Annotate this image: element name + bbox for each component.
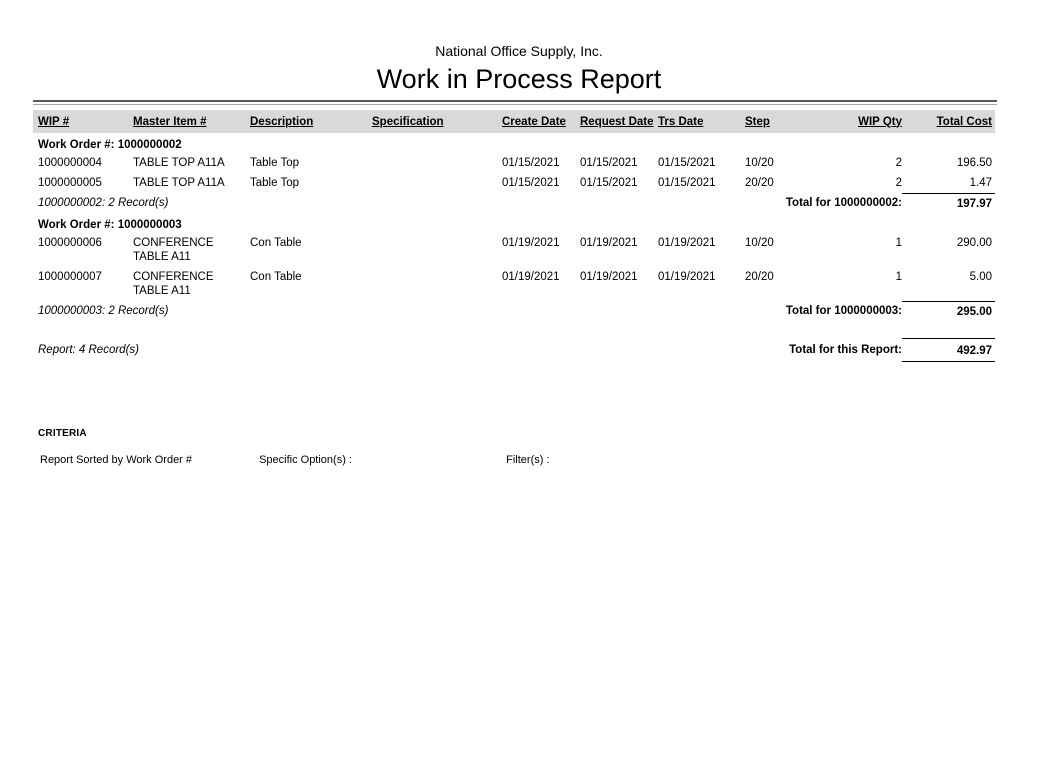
cell-trs-date: 01/19/2021 bbox=[658, 271, 716, 283]
group-total-value: 295.00 bbox=[902, 301, 995, 321]
group-footer: 1000000003: 2 Record(s) Total for 100000… bbox=[33, 301, 995, 321]
cell-description: Table Top bbox=[250, 157, 300, 169]
cell-step: 10/20 bbox=[745, 157, 774, 169]
cell-specification bbox=[367, 153, 498, 173]
report-title: Work in Process Report bbox=[376, 64, 662, 94]
group-total-label: Total for 1000000003: bbox=[785, 305, 902, 317]
col-header-wip: WIP # bbox=[38, 115, 70, 128]
table-row: 1000000006 CONFERENCE TABLE A11 Con Tabl… bbox=[33, 233, 995, 267]
table-header-row: WIP # Master Item # Description Specific… bbox=[33, 110, 995, 133]
cell-wip: 1000000006 bbox=[38, 237, 102, 249]
cell-request-date: 01/15/2021 bbox=[580, 157, 638, 169]
cell-create-date: 01/15/2021 bbox=[502, 157, 560, 169]
cell-trs-date: 01/19/2021 bbox=[658, 237, 716, 249]
cell-wip: 1000000007 bbox=[38, 271, 102, 283]
cell-master-item: CONFERENCE TABLE A11 bbox=[133, 271, 214, 297]
work-order-number: 1000000002 bbox=[117, 139, 182, 151]
cell-wip-qty: 2 bbox=[895, 157, 902, 169]
table-row: 1000000007 CONFERENCE TABLE A11 Con Tabl… bbox=[33, 267, 995, 301]
cell-specification bbox=[367, 267, 498, 301]
col-header-trs-date: Trs Date bbox=[658, 115, 704, 128]
cell-wip-qty: 1 bbox=[895, 271, 902, 283]
group-total-value: 197.97 bbox=[902, 193, 995, 213]
cell-request-date: 01/15/2021 bbox=[580, 177, 638, 189]
header-rule-thin bbox=[33, 102, 997, 105]
cell-step: 10/20 bbox=[745, 237, 774, 249]
cell-master-item: TABLE TOP A11A bbox=[133, 177, 225, 189]
group-total-label: Total for 1000000002: bbox=[785, 197, 902, 209]
cell-master-item: TABLE TOP A11A bbox=[133, 157, 225, 169]
report-record-count: Report: 4 Record(s) bbox=[38, 344, 139, 356]
wip-table: WIP # Master Item # Description Specific… bbox=[33, 110, 995, 362]
cell-total-cost: 196.50 bbox=[956, 157, 992, 169]
criteria-specific-options: Specific Option(s) : bbox=[259, 454, 352, 466]
cell-specification bbox=[367, 233, 498, 267]
cell-specification bbox=[367, 173, 498, 193]
cell-request-date: 01/19/2021 bbox=[580, 271, 638, 283]
criteria-filters: Filter(s) : bbox=[506, 454, 550, 466]
work-order-label: Work Order #: bbox=[38, 219, 115, 231]
table-row: 1000000004 TABLE TOP A11A Table Top 01/1… bbox=[33, 153, 995, 173]
cell-trs-date: 01/15/2021 bbox=[658, 157, 716, 169]
report-total-value: 492.97 bbox=[902, 338, 995, 362]
work-order-label: Work Order #: bbox=[38, 139, 115, 151]
cell-wip-qty: 1 bbox=[895, 237, 902, 249]
table-row: 1000000005 TABLE TOP A11A Table Top 01/1… bbox=[33, 173, 995, 193]
group-record-count: 1000000003: 2 Record(s) bbox=[38, 305, 169, 317]
cell-total-cost: 290.00 bbox=[956, 237, 992, 249]
cell-create-date: 01/19/2021 bbox=[502, 271, 560, 283]
cell-trs-date: 01/15/2021 bbox=[658, 177, 716, 189]
cell-total-cost: 1.47 bbox=[969, 177, 992, 189]
cell-description: Con Table bbox=[250, 271, 302, 283]
group-record-count: 1000000002: 2 Record(s) bbox=[38, 197, 169, 209]
header-rule bbox=[33, 100, 997, 105]
cell-request-date: 01/19/2021 bbox=[580, 237, 638, 249]
col-header-description: Description bbox=[250, 115, 314, 128]
work-order-number: 1000000003 bbox=[117, 219, 182, 231]
group-footer: 1000000002: 2 Record(s) Total for 100000… bbox=[33, 193, 995, 213]
criteria-sorted-by: Report Sorted by Work Order # bbox=[40, 454, 193, 466]
col-header-step: Step bbox=[745, 115, 770, 128]
cell-total-cost: 5.00 bbox=[969, 271, 992, 283]
cell-master-item: CONFERENCE TABLE A11 bbox=[133, 237, 214, 263]
report-total-label: Total for this Report: bbox=[789, 344, 902, 356]
cell-wip: 1000000005 bbox=[38, 177, 102, 189]
cell-step: 20/20 bbox=[745, 177, 774, 189]
cell-create-date: 01/19/2021 bbox=[502, 237, 560, 249]
group-header-work-order: Work Order #: 1000000002 bbox=[33, 133, 995, 153]
cell-description: Con Table bbox=[250, 237, 302, 249]
col-header-create-date: Create Date bbox=[502, 115, 566, 128]
col-header-request-date: Request Date bbox=[580, 115, 654, 128]
col-header-wip-qty: WIP Qty bbox=[858, 115, 902, 128]
group-header-work-order: Work Order #: 1000000003 bbox=[33, 213, 995, 233]
company-name: National Office Supply, Inc. bbox=[435, 43, 603, 59]
criteria-row: Report Sorted by Work Order # Specific O… bbox=[40, 454, 1038, 466]
cell-create-date: 01/15/2021 bbox=[502, 177, 560, 189]
criteria-heading: CRITERIA bbox=[38, 428, 87, 439]
cell-description: Table Top bbox=[250, 177, 300, 189]
cell-wip: 1000000004 bbox=[38, 157, 102, 169]
col-header-specification: Specification bbox=[372, 115, 444, 128]
cell-wip-qty: 2 bbox=[895, 177, 902, 189]
col-header-master-item: Master Item # bbox=[133, 115, 207, 128]
col-header-total-cost: Total Cost bbox=[936, 115, 992, 128]
report-footer: Report: 4 Record(s) Total for this Repor… bbox=[33, 338, 995, 362]
cell-step: 20/20 bbox=[745, 271, 774, 283]
